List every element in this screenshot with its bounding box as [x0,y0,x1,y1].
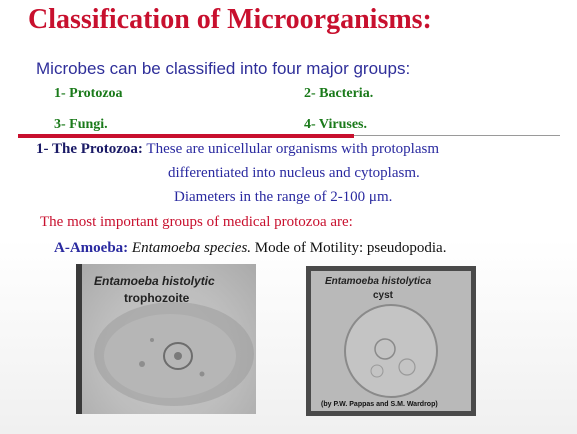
protozoa-line-2: differentiated into nucleus and cytoplas… [168,165,420,181]
trophozoite-cell-drawing [94,302,254,406]
group-viruses: 4- Viruses. [304,117,367,132]
trophozoite-species-caption: Entamoeba histolytic [94,274,215,288]
protozoa-line-3: Diameters in the range of 2-100 μm. [174,189,393,205]
cyst-species-caption: Entamoeba histolytica [325,276,432,287]
slide-title: Classification of Microorganisms: [28,4,432,35]
protozoa-label: 1- The Protozoa: [36,141,143,157]
protozoa-line-1: These are unicellular organisms with pro… [142,141,439,157]
group-protozoa: 1- Protozoa [54,86,123,101]
cyst-cell-drawing [344,304,438,398]
slide-subtitle: Microbes can be classified into four maj… [36,59,411,78]
image-credit: (by P.W. Pappas and S.M. Wardrop) [321,401,438,408]
group-fungi: 3- Fungi. [54,117,108,132]
cyst-micrograph: Entamoeba histolytica cyst (by P.W. Papp… [306,266,476,416]
protozoa-description: 1- The Protozoa: These are unicellular o… [36,141,439,158]
divider-accent [18,134,354,138]
medical-protozoa-heading: The most important groups of medical pro… [40,214,353,230]
cyst-stage-caption: cyst [373,290,394,301]
amoeba-label: A-Amoeba: [54,240,129,256]
amoeba-motility: Mode of Motility: pseudopodia. [251,240,447,256]
group-bacteria: 2- Bacteria. [304,86,374,101]
trophozoite-stage-caption: trophozoite [124,291,190,305]
amoeba-line: A-Amoeba: Entamoeba species. Mode of Mot… [54,240,446,257]
amoeba-species: Entamoeba species. [128,240,252,256]
trophozoite-micrograph: Entamoeba histolytic trophozoite [76,264,256,414]
